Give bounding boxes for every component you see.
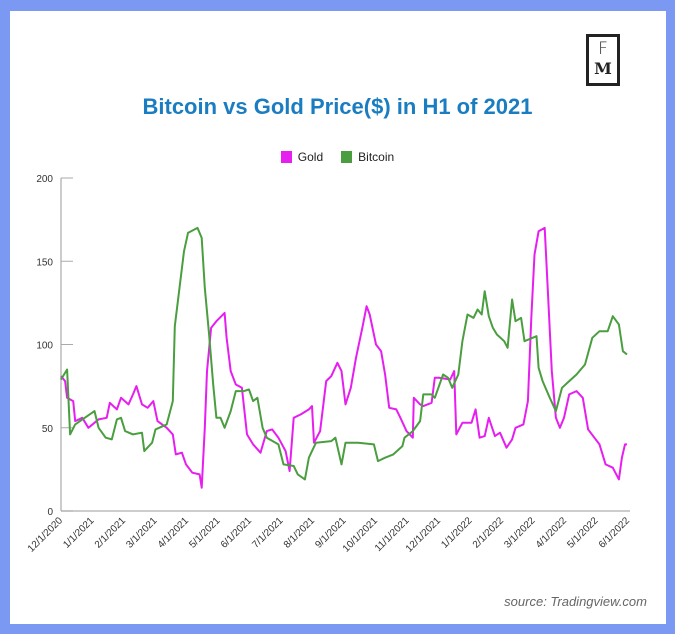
x-tick-label: 4/1/2021 [156,515,192,551]
y-tick-label: 200 [36,174,53,185]
x-tick-label: 1/1/2021 [61,515,97,551]
x-tick-label: 6/1/2022 [597,515,633,551]
series-line-bitcoin [60,226,628,481]
x-tick-label: 12/1/2020 [26,515,66,555]
legend-item-bitcoin[interactable]: Bitcoin [341,150,394,164]
y-tick-label: 50 [42,424,54,435]
x-tick-label: 12/1/2021 [404,515,444,555]
y-tick-label: 150 [36,257,53,268]
x-tick-label: 6/1/2021 [219,515,255,551]
x-tick-label: 5/1/2022 [565,515,601,551]
fm-logo: F M [586,34,620,86]
y-tick-label: 0 [47,507,53,518]
series-line-gold [60,226,627,489]
x-tick-label: 3/1/2021 [124,515,160,551]
logo-letter-f: F [598,39,608,59]
legend-swatch-gold [280,151,292,163]
legend-label-gold: Gold [297,150,324,164]
x-tick-label: 2/1/2021 [93,515,129,551]
source-credit: source: Tradingview.com [504,594,647,609]
legend-label-bitcoin: Bitcoin [358,150,395,164]
legend-item-gold[interactable]: Gold [280,150,324,164]
legend-swatch-bitcoin [341,151,353,163]
legend: Gold Bitcoin [0,150,675,164]
x-tick-label: 7/1/2021 [250,515,286,551]
x-tick-label: 5/1/2021 [187,515,223,551]
chart-card [10,11,666,624]
y-tick-label: 100 [36,341,53,352]
x-tick-label: 3/1/2022 [502,515,538,551]
x-tick-label: 1/1/2022 [439,515,475,551]
logo-letter-m: M [594,59,612,78]
x-tick-label: 8/1/2021 [282,515,318,551]
x-tick-label: 4/1/2022 [534,515,570,551]
x-tick-label: 2/1/2022 [471,515,507,551]
chart-title: Bitcoin vs Gold Price($) in H1 of 2021 [142,94,533,119]
